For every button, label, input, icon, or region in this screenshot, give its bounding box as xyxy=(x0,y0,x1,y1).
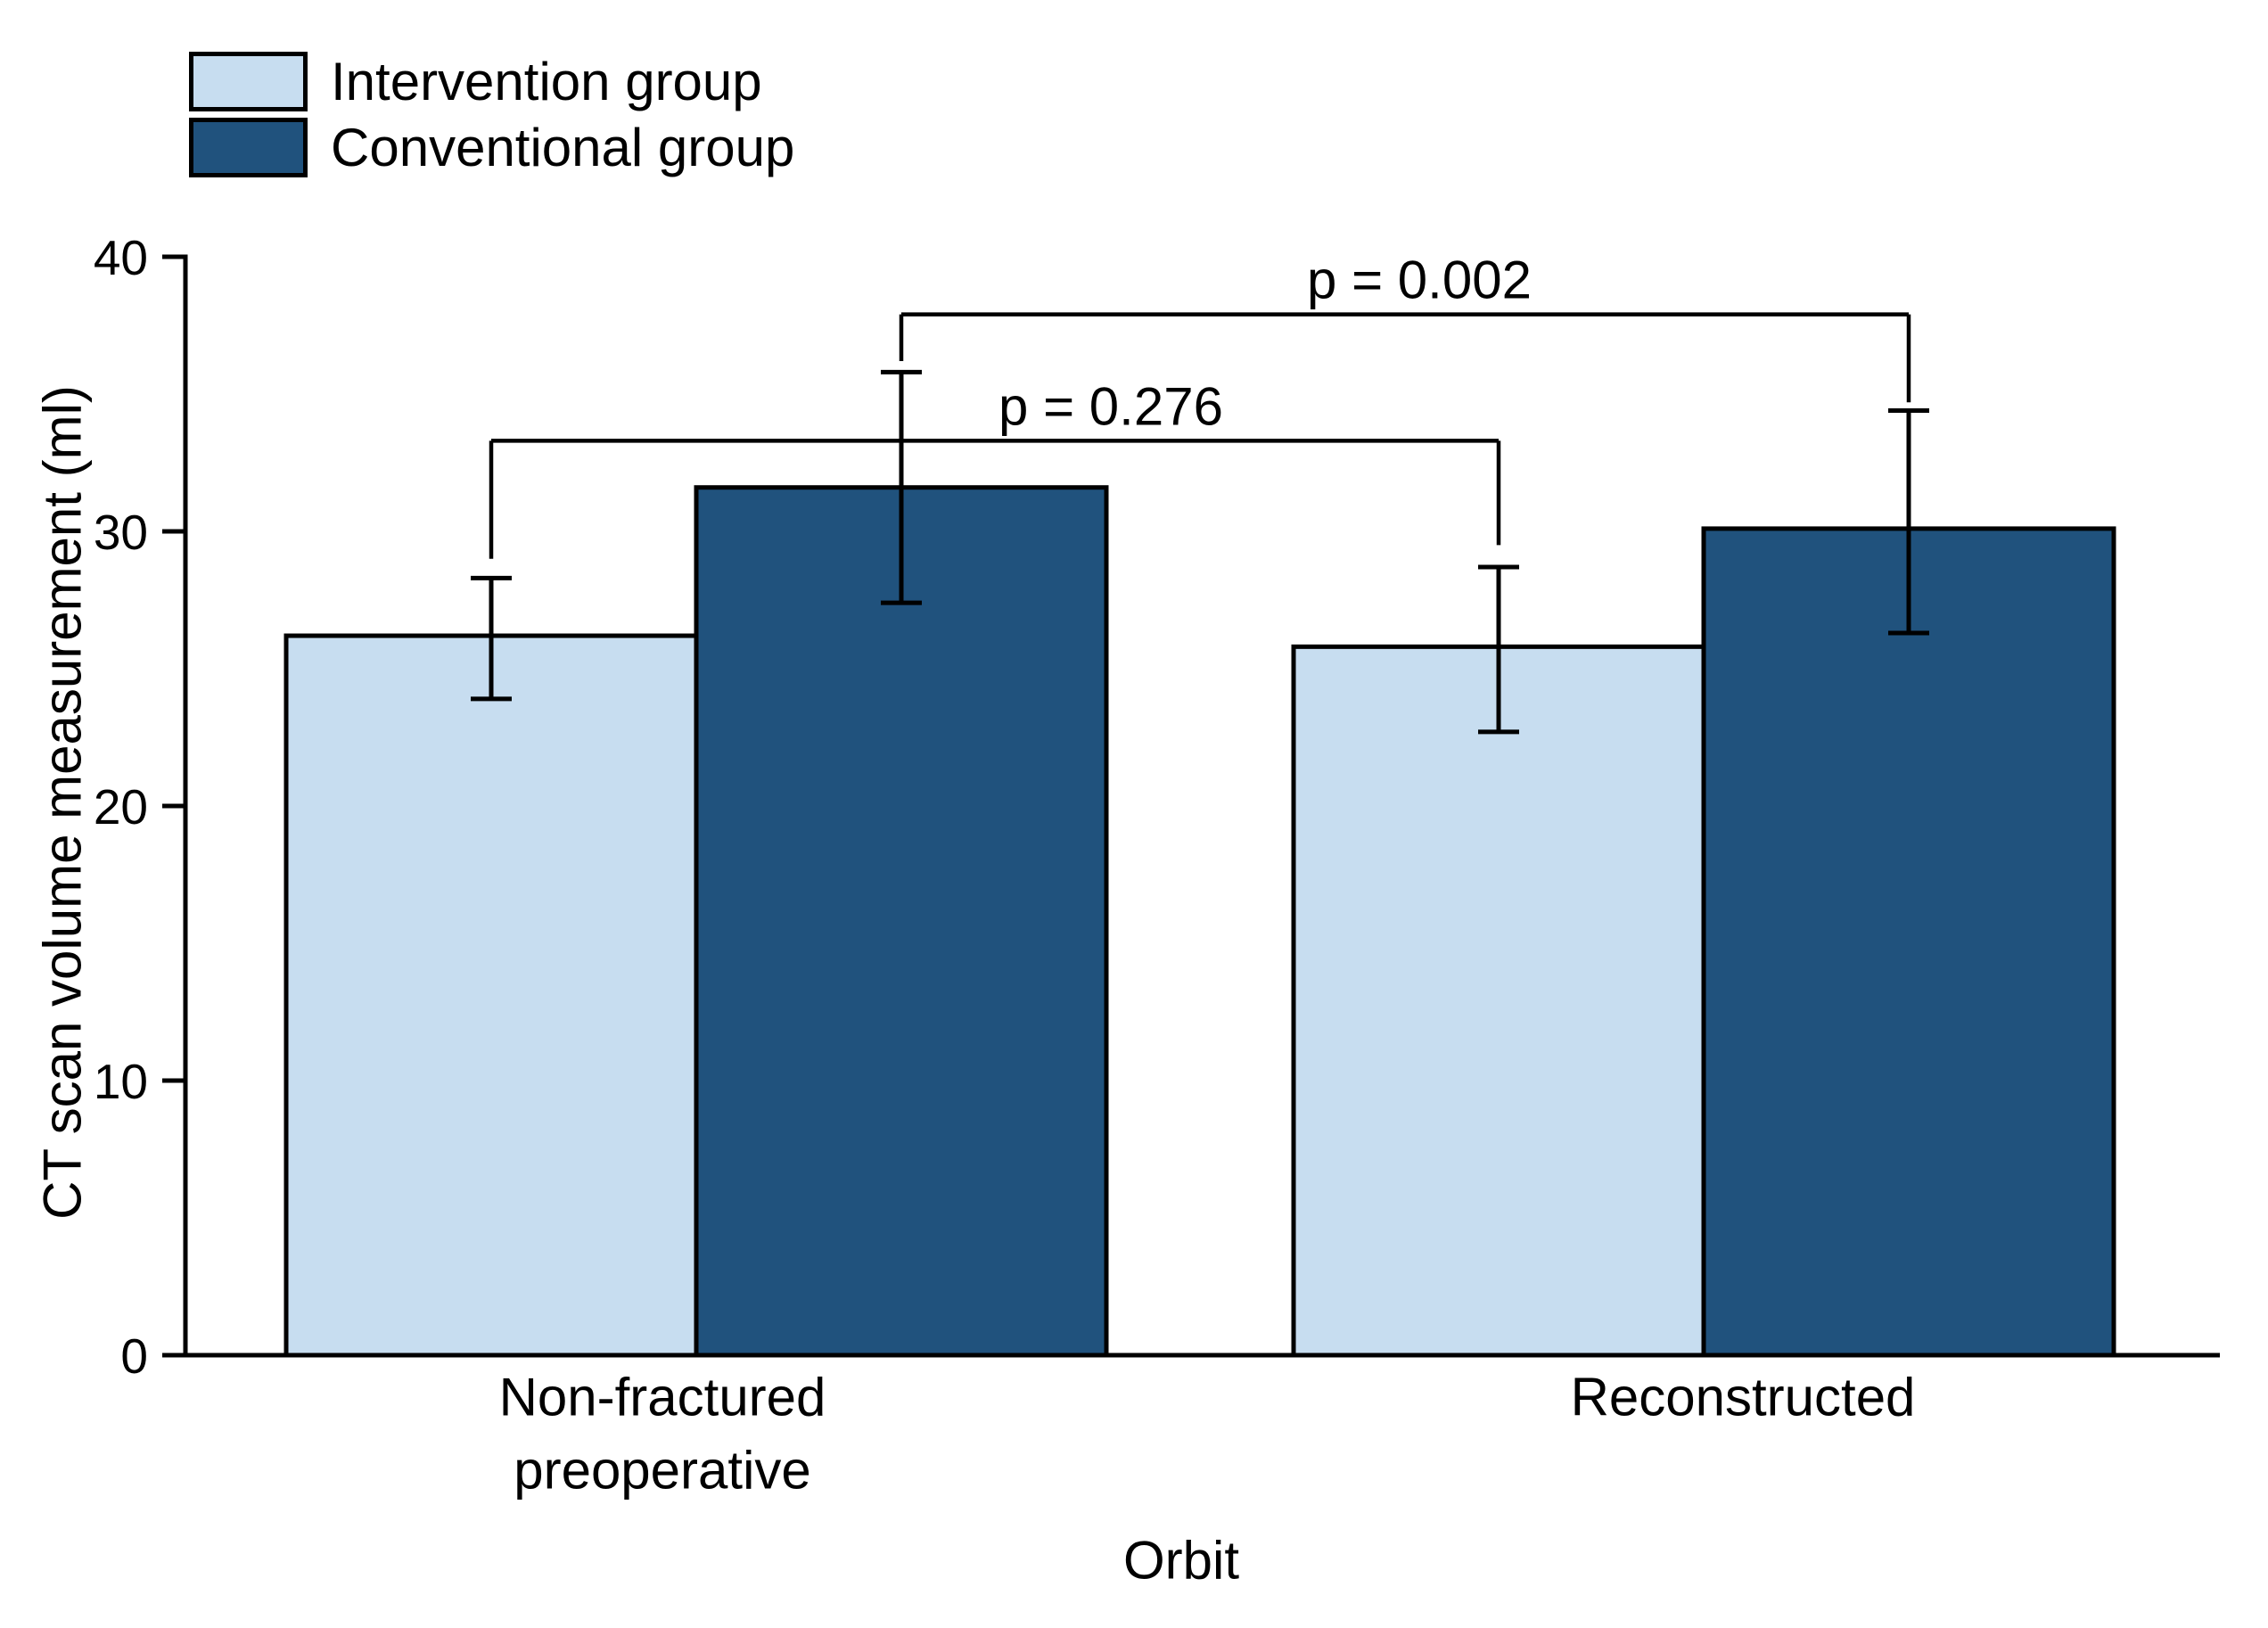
legend-label-intervention: Intervention group xyxy=(331,52,762,111)
bar-conventional-category1 xyxy=(694,485,1109,1358)
bar-intervention-category2 xyxy=(1291,644,1706,1358)
p-value-label-1: p = 0.276 xyxy=(998,376,1223,436)
y-axis-title: CT scan volume measurement (ml) xyxy=(32,385,93,1220)
legend: Intervention group Conventional group xyxy=(189,52,794,184)
legend-item-conventional: Conventional group xyxy=(189,118,794,177)
legend-item-intervention: Intervention group xyxy=(189,52,794,111)
y-tick-label-0: 0 xyxy=(120,1328,148,1384)
category-label-1-line1: Non-fractured xyxy=(499,1368,826,1427)
bar-conventional-category2 xyxy=(1701,526,2116,1358)
legend-swatch-conventional xyxy=(189,118,308,177)
x-axis-title: Orbit xyxy=(1122,1530,1240,1591)
bar-intervention-category1 xyxy=(284,633,699,1358)
y-tick-label-30: 30 xyxy=(94,505,148,560)
category-label-1-line2: preoperative xyxy=(514,1441,811,1501)
legend-label-conventional: Conventional group xyxy=(331,118,795,177)
y-tick-label-10: 10 xyxy=(94,1054,148,1109)
y-tick-label-20: 20 xyxy=(94,779,148,835)
p-value-label-2: p = 0.002 xyxy=(1307,251,1532,310)
category-label-2-line1: Reconstructed xyxy=(1571,1368,1916,1427)
y-tick-label-40: 40 xyxy=(94,230,148,285)
legend-swatch-intervention xyxy=(189,52,308,111)
